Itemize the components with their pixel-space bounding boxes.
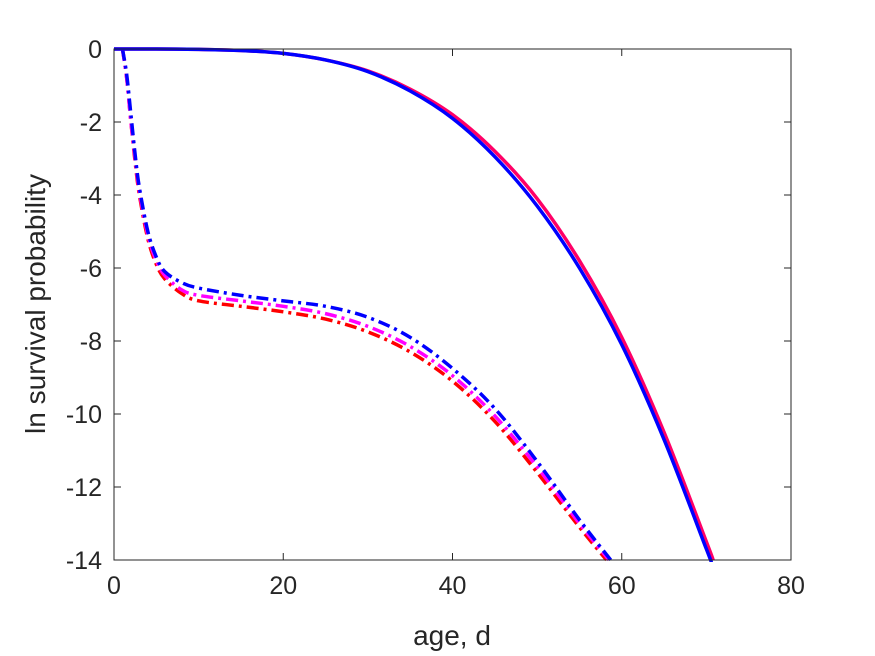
series-line-2	[120, 48, 613, 562]
series-line-1	[120, 48, 611, 562]
y-tick-label-6: -12	[66, 474, 102, 502]
x-tick-label-4: 80	[777, 572, 805, 600]
y-axis-label: ln survival probability	[20, 174, 51, 434]
y-tick-label-7: -14	[66, 547, 102, 575]
x-tick-label-0: 0	[107, 572, 121, 600]
y-tick-label-0: 0	[88, 36, 102, 64]
x-axis-label: age, d	[413, 620, 491, 651]
x-tick-label-2: 40	[439, 572, 467, 600]
y-tick-label-1: -2	[80, 109, 102, 137]
y-tick-label-3: -6	[80, 255, 102, 283]
series-line-4	[114, 47, 713, 562]
y-tick-label-5: -10	[66, 401, 102, 429]
series-layer	[114, 47, 715, 562]
x-tick-label-1: 20	[269, 572, 297, 600]
tick-layer: 0 20 40 60 80 0 -2 -4 -6 -8 -10 -12 -14	[66, 36, 805, 600]
y-tick-label-2: -4	[80, 182, 102, 210]
y-tick-label-4: -8	[80, 328, 102, 356]
x-tick-label-3: 60	[608, 572, 636, 600]
